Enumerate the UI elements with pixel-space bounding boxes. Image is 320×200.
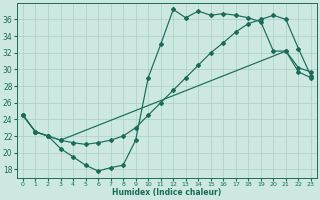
X-axis label: Humidex (Indice chaleur): Humidex (Indice chaleur) — [112, 188, 221, 197]
